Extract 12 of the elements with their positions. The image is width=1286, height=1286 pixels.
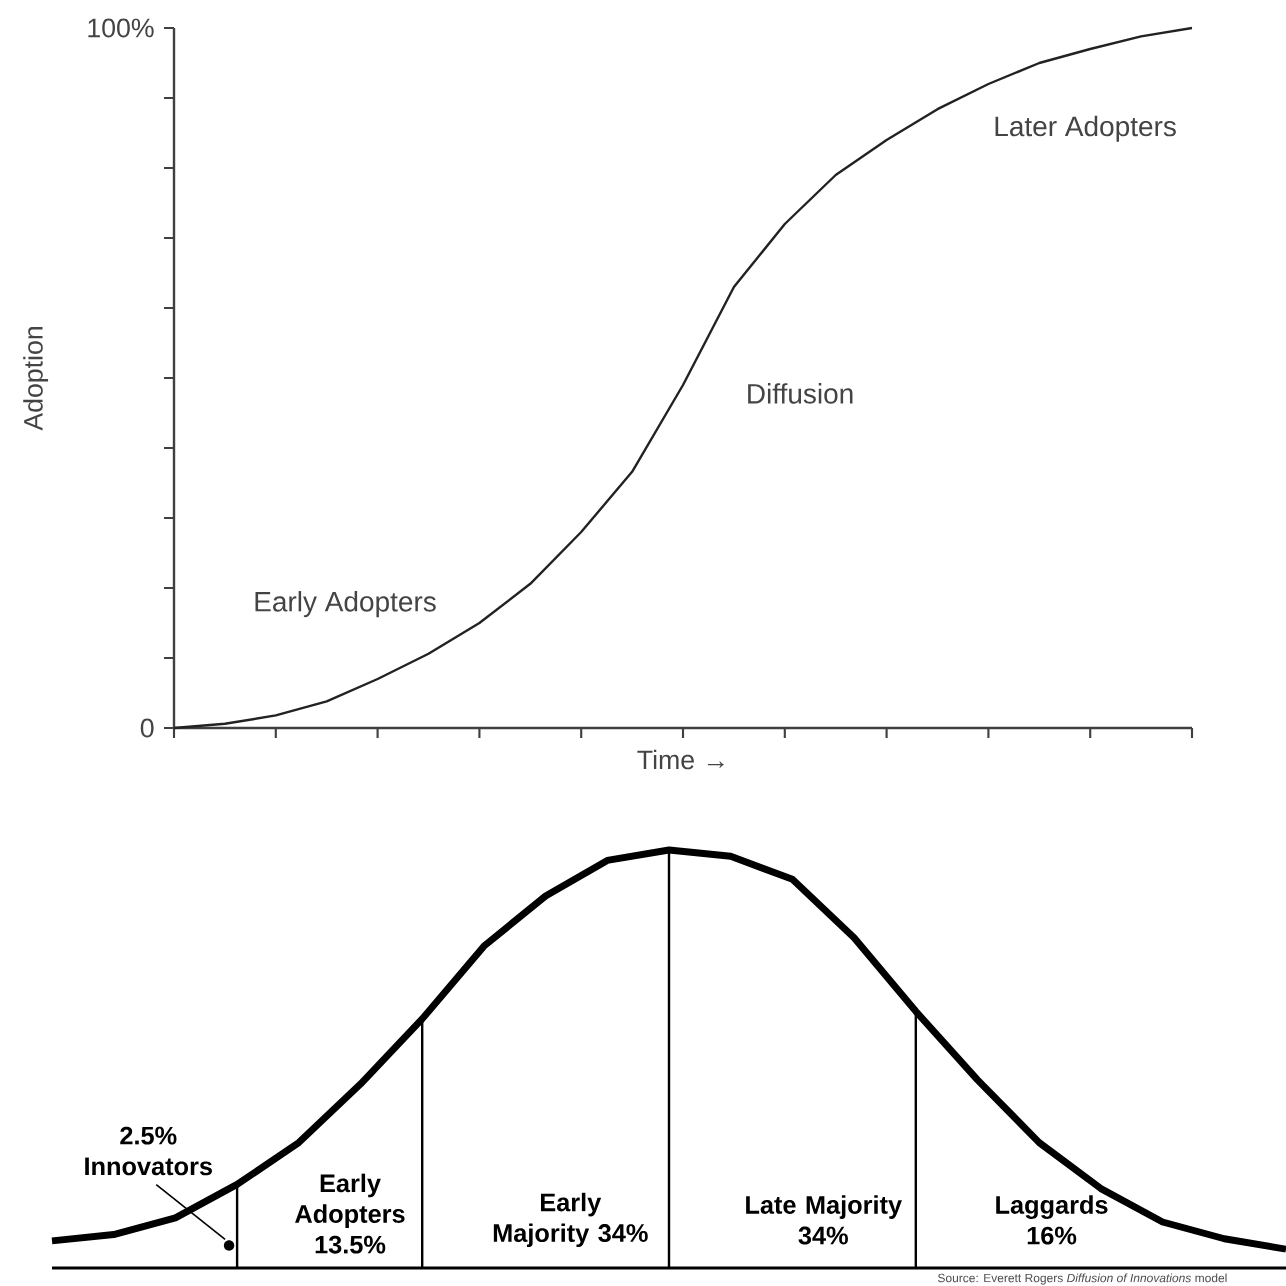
annotation: Diffusion [748, 383, 853, 404]
y-tick-label: 0 [140, 718, 154, 738]
annotation: 2.5% Innovators [85, 1126, 212, 1176]
annotation: Early Adopters [255, 591, 436, 618]
annotation: Later Adopters [995, 115, 1176, 142]
annotation: Early Adopters 13.5% [295, 1173, 405, 1254]
annotation: Late Majority 34% [746, 1195, 902, 1245]
x-axis-title: Time → [637, 749, 724, 770]
annotation: Early Majority 34% [493, 1192, 648, 1248]
y-tick-label: 100% [88, 18, 154, 38]
annotation: Laggards 16% [996, 1195, 1108, 1245]
y-axis-title: Adoption [23, 327, 49, 431]
